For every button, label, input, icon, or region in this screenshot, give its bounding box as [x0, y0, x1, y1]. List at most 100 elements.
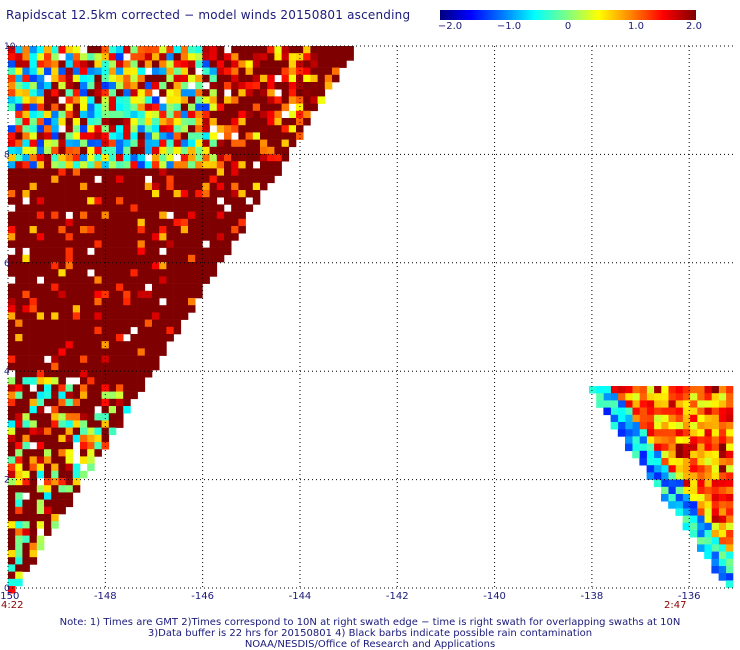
- swath-cell: [137, 362, 146, 371]
- swath-cell: [332, 53, 340, 61]
- swath-cell: [675, 436, 683, 444]
- swath-cell: [72, 103, 81, 112]
- swath-cell: [116, 168, 124, 176]
- swath-cell: [58, 377, 66, 385]
- swath-cell: [65, 420, 74, 428]
- swath-cell: [22, 254, 30, 263]
- swath-cell: [58, 168, 66, 176]
- swath-cell: [180, 139, 189, 148]
- swath-cell: [44, 334, 52, 342]
- swath-cell: [137, 60, 146, 68]
- swath-cell: [80, 204, 88, 212]
- swath-cell: [44, 319, 52, 328]
- swath-cell: [8, 132, 16, 140]
- swath-cell: [65, 89, 74, 97]
- swath-cell: [29, 89, 38, 97]
- swath-cell: [231, 110, 239, 119]
- swath-cell: [94, 434, 102, 443]
- swath-cell: [65, 442, 74, 450]
- swath-cell: [116, 82, 124, 90]
- swath-cell: [8, 154, 16, 162]
- swath-cell: [281, 154, 290, 162]
- swath-cell: [108, 298, 117, 306]
- swath-cell: [58, 89, 66, 97]
- swath-cell: [8, 53, 16, 61]
- swath-cell: [195, 182, 203, 191]
- swath-cell: [44, 89, 52, 97]
- swath-cell: [173, 139, 182, 148]
- swath-cell: [44, 305, 52, 313]
- swath-cell: [8, 398, 16, 407]
- swath-cell: [87, 182, 95, 191]
- swath-cell: [116, 211, 124, 220]
- swath-cell: [137, 175, 146, 184]
- note-line-2: 3)Data buffer is 22 hrs for 20150801 4) …: [147, 628, 593, 639]
- swath-cell: [58, 110, 66, 119]
- swath-cell: [72, 283, 81, 292]
- swath-cell: [130, 204, 138, 212]
- swath-cell: [116, 406, 124, 414]
- swath-cell: [216, 53, 225, 61]
- swath-cell: [209, 139, 218, 148]
- swath-cell: [689, 530, 698, 538]
- swath-cell: [87, 456, 95, 464]
- swath-cell: [310, 103, 318, 112]
- swath-cell: [711, 479, 719, 488]
- swath-cell: [130, 89, 138, 97]
- swath-cell: [718, 465, 727, 473]
- swath-cell: [108, 146, 117, 155]
- swath-cell: [58, 46, 66, 54]
- swath-cell: [260, 74, 268, 83]
- swath-cell: [173, 319, 182, 328]
- swath-cell: [51, 233, 59, 241]
- swath-cell: [173, 326, 182, 335]
- swath-cell: [317, 67, 326, 76]
- swath-cell: [123, 168, 131, 176]
- swath-cell: [130, 161, 138, 169]
- swath-cell: [101, 341, 110, 349]
- swath-cell: [267, 82, 275, 90]
- swath-cell: [44, 204, 52, 212]
- swath-cell: [94, 341, 102, 349]
- swath-cell: [108, 240, 117, 248]
- swath-cell: [101, 96, 110, 104]
- swath-cell: [29, 218, 38, 227]
- swath-cell: [116, 413, 124, 421]
- swath-cell: [725, 465, 734, 473]
- swath-cell: [51, 175, 59, 184]
- swath-cell: [94, 254, 102, 263]
- swath-cell: [173, 218, 182, 227]
- swath-cell: [725, 515, 734, 524]
- swath-cell: [195, 168, 203, 176]
- swath-cell: [188, 204, 196, 212]
- swath-cell: [288, 82, 297, 90]
- colorbar-legend: −2.0 −1.0 0 1.0 2.0: [438, 10, 702, 42]
- swath-cell: [22, 240, 30, 248]
- swath-cell: [697, 422, 705, 430]
- swath-cell: [65, 319, 74, 328]
- swath-cell: [51, 478, 59, 486]
- swath-cell: [682, 386, 691, 394]
- swath-cell: [689, 414, 698, 423]
- swath-cell: [101, 139, 110, 148]
- swath-cell: [44, 398, 52, 407]
- swath-cell: [195, 197, 203, 205]
- swath-cell: [697, 486, 705, 495]
- swath-cell: [108, 218, 117, 227]
- swath-cell: [22, 89, 30, 97]
- swath-cell: [51, 334, 59, 342]
- swath-cell: [8, 182, 16, 191]
- swath-cell: [682, 443, 691, 452]
- swath-cell: [260, 60, 268, 68]
- swath-cell: [209, 254, 218, 263]
- swath-cell: [87, 305, 95, 313]
- swath-cell: [195, 161, 203, 169]
- swath-cell: [87, 190, 95, 198]
- swath-cell: [36, 442, 45, 450]
- swath-cell: [123, 89, 131, 97]
- swath-cell: [238, 190, 246, 198]
- swath-cell: [29, 463, 38, 472]
- swath-cell: [216, 60, 225, 68]
- swath-cell: [288, 74, 297, 83]
- swath-cell: [123, 406, 131, 414]
